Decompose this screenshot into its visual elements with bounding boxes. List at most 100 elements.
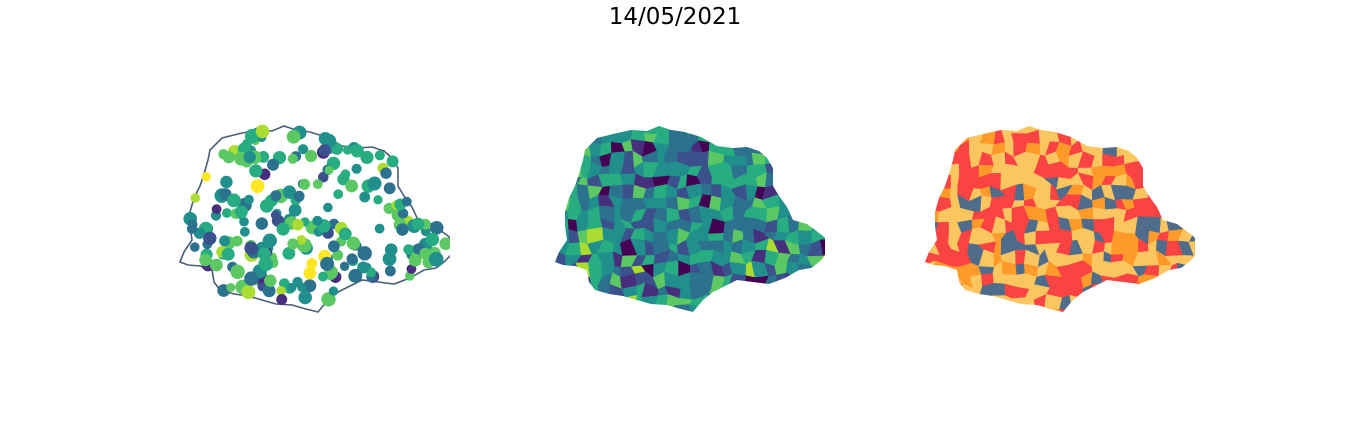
municipality-polygon: [718, 309, 734, 312]
municipality-polygon: [1189, 208, 1195, 221]
municipality-polygon: [1178, 126, 1195, 136]
municipality-polygon: [708, 126, 725, 131]
municipality-polygons: [902, 107, 1195, 334]
municipality-polygon: [1080, 295, 1096, 311]
municipality-polygon: [1176, 198, 1191, 213]
municipality-polygon: [545, 309, 554, 323]
municipality-polygon: [936, 317, 949, 331]
municipality-polygon: [968, 294, 983, 309]
municipality-point: [408, 253, 422, 267]
municipality-polygon: [1144, 161, 1158, 178]
municipality-polygon: [653, 184, 668, 199]
municipality-polygon: [1178, 295, 1195, 309]
municipality-polygon: [925, 260, 936, 276]
municipality-polygon: [1189, 216, 1195, 235]
municipality-point: [386, 155, 399, 168]
municipality-polygon: [610, 305, 627, 312]
municipality-point: [396, 223, 409, 236]
municipality-polygon: [1133, 126, 1151, 135]
municipality-polygon: [665, 304, 677, 312]
municipality-polygon: [1149, 107, 1161, 124]
municipality-polygon: [906, 242, 917, 257]
municipality-point: [220, 175, 233, 189]
municipality-polygon: [566, 274, 581, 285]
municipality-polygon: [641, 295, 659, 309]
municipality-polygon: [1099, 282, 1115, 302]
municipality-polygon: [620, 173, 637, 186]
municipality-polygon: [697, 126, 709, 135]
municipality-polygon: [947, 126, 963, 135]
figure-title: 14/05/2021: [608, 4, 742, 30]
municipality-polygon: [642, 126, 660, 135]
municipality-polygon: [1003, 317, 1018, 327]
municipality-polygon: [1099, 126, 1117, 133]
municipality-polygon: [925, 317, 940, 331]
municipality-point: [230, 264, 245, 279]
municipality-polygon: [555, 175, 568, 191]
municipality-point: [276, 294, 288, 305]
municipality-point: [401, 196, 412, 207]
municipality-polygon: [588, 262, 603, 279]
municipality-polygon: [1133, 316, 1149, 329]
municipality-polygon: [536, 277, 543, 287]
municipality-polygon: [1067, 111, 1084, 123]
municipality-polygon: [903, 119, 918, 135]
municipality-polygon: [902, 195, 917, 207]
municipality-polygon: [1135, 129, 1147, 145]
municipality-polygon: [925, 140, 930, 154]
municipality-polygon: [555, 207, 557, 223]
municipality-polygon: [1135, 141, 1147, 157]
municipality-point: [306, 258, 318, 269]
municipality-polygon: [556, 126, 571, 135]
municipality-polygon: [1145, 126, 1161, 133]
municipality-polygon: [1180, 207, 1191, 223]
municipality-polygon: [1066, 126, 1084, 134]
municipality-polygon: [1014, 183, 1025, 202]
municipality-polygon: [925, 220, 926, 232]
municipality-polygon: [534, 307, 548, 322]
municipality-polygon: [575, 295, 594, 309]
municipality-polygon: [555, 126, 560, 135]
municipality-point: [270, 210, 280, 220]
municipality-polygon: [610, 107, 625, 124]
municipality-polygon: [990, 307, 1004, 312]
municipality-polygon: [1168, 126, 1181, 136]
municipality-point: [244, 194, 254, 205]
municipality-polygon: [1147, 282, 1162, 297]
municipality-polygon: [555, 132, 568, 145]
municipality-polygon: [1145, 306, 1156, 312]
municipality-polygon: [534, 208, 549, 219]
municipality-polygon: [1112, 320, 1128, 331]
municipality-polygon: [1148, 216, 1162, 234]
municipality-polygon: [1178, 304, 1195, 312]
municipality-polygon: [675, 304, 692, 312]
municipality-polygon: [980, 317, 995, 334]
municipality-polygon: [565, 299, 580, 307]
municipality-point: [360, 150, 374, 164]
municipality-polygon: [1082, 319, 1094, 334]
municipality-polygon: [644, 316, 658, 333]
municipality-point: [227, 193, 241, 208]
municipality-point: [419, 247, 432, 260]
municipality-polygon: [1024, 231, 1037, 246]
municipality-polygon: [925, 282, 937, 299]
municipality-polygon: [558, 109, 570, 118]
municipality-polygon: [588, 129, 603, 145]
municipality-polygon: [1165, 274, 1179, 286]
municipality-point: [299, 178, 311, 190]
municipality-polygon: [971, 126, 986, 132]
municipality-polygon: [577, 132, 590, 144]
municipality-polygon: [634, 316, 648, 331]
municipality-polygon: [1113, 306, 1125, 312]
municipality-polygon: [979, 305, 996, 312]
municipality-polygon: [558, 283, 568, 301]
municipality-polygon: [609, 126, 626, 132]
municipality-polygon: [1154, 306, 1170, 312]
municipality-polygon: [1155, 194, 1173, 208]
municipality-polygon: [1012, 309, 1028, 312]
municipality-polygon: [1014, 111, 1025, 125]
municipality-polygon: [555, 296, 567, 310]
municipality-point: [312, 215, 323, 226]
municipality-polygon: [925, 173, 941, 190]
municipality-polygon: [535, 130, 549, 144]
